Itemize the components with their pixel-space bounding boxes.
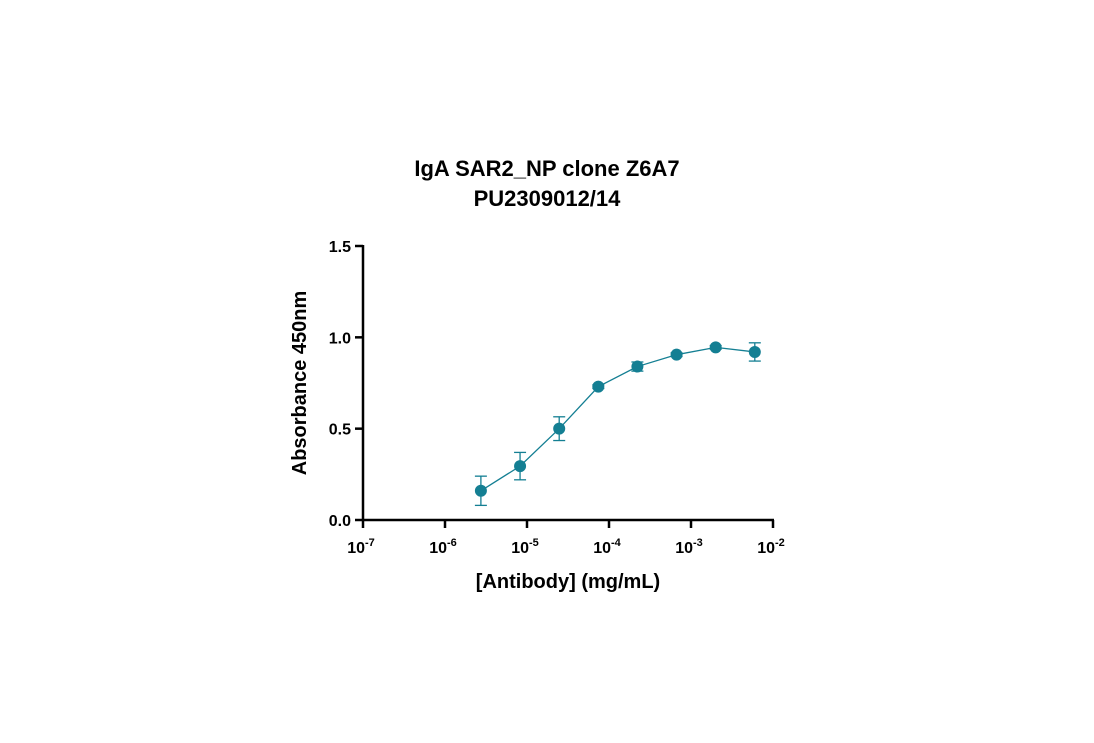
data-point <box>592 380 605 393</box>
axes: 0.0 0.5 1.0 1.5 10-7 10-6 10-5 10-4 10-3 10-2 <box>329 239 785 557</box>
chart-title: IgA SAR2_NP clone Z6A7 <box>414 156 680 181</box>
y-axis-title: Absorbance 450nm <box>289 291 311 476</box>
data-point <box>709 341 722 354</box>
y-tick-label: 0.0 <box>329 513 351 530</box>
x-tick-label: 10-6 <box>429 537 457 557</box>
data-point <box>748 345 761 358</box>
x-tick-label: 10-2 <box>757 537 785 557</box>
data-point <box>514 460 527 473</box>
data-point <box>670 348 683 361</box>
x-tick-label: 10-7 <box>347 537 375 557</box>
y-tick-label: 1.5 <box>329 239 351 256</box>
series-line <box>480 346 755 492</box>
y-tick-label: 0.5 <box>329 422 351 439</box>
chart-title-block: IgA SAR2_NP clone Z6A7 PU2309012/14 <box>0 154 1094 214</box>
data-marks <box>474 341 761 507</box>
x-tick-label: 10-5 <box>511 537 539 557</box>
data-point <box>474 484 487 497</box>
data-point <box>631 360 644 373</box>
chart-subtitle: PU2309012/14 <box>473 186 621 211</box>
y-tick-label: 1.0 <box>329 330 351 347</box>
x-axis-title: [Antibody] (mg/mL) <box>476 571 660 593</box>
data-point <box>553 422 566 435</box>
x-tick-label: 10-4 <box>593 537 621 557</box>
x-tick-label: 10-3 <box>675 537 703 557</box>
